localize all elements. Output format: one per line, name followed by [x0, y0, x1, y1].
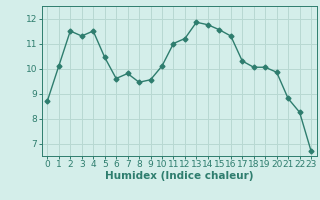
X-axis label: Humidex (Indice chaleur): Humidex (Indice chaleur)	[105, 171, 253, 181]
